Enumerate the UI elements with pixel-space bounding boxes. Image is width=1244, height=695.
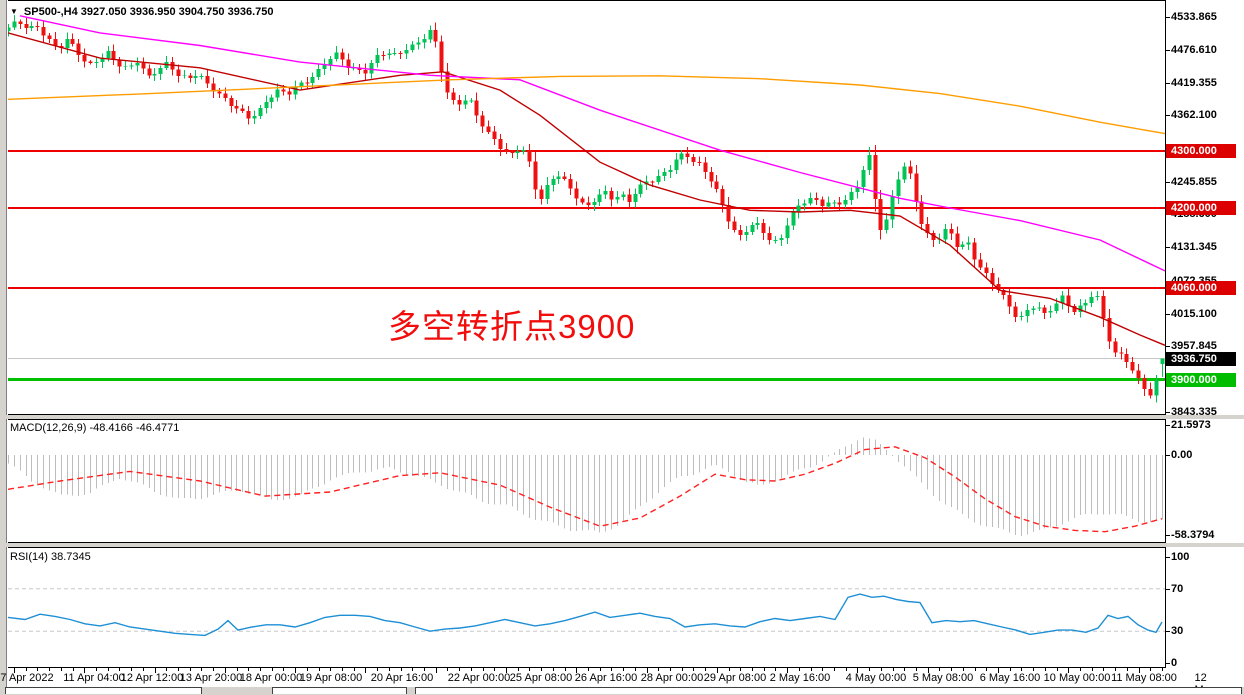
- price-axis-label: 4245.855: [1171, 176, 1217, 188]
- time-axis-label: 18 Apr 00:00: [239, 672, 303, 684]
- time-axis-label: 12 Apr 12:00: [120, 672, 184, 684]
- macd-axis-label: 0.00: [1171, 449, 1193, 461]
- window-left-edge: [0, 0, 7, 687]
- candlestick-series: [8, 15, 1165, 403]
- price-badge: 4300.000: [1166, 144, 1236, 158]
- time-axis-label: 7 Apr 2022: [0, 672, 54, 684]
- window-edge-segment: [415, 687, 1242, 694]
- chart-title: ▼ SP500-,H4 3927.050 3936.950 3904.750 3…: [10, 6, 273, 18]
- ma-slow-line: [8, 75, 1165, 135]
- price-axis-label: 4419.355: [1171, 77, 1217, 89]
- time-axis-label: 22 Apr 00:00: [447, 672, 511, 684]
- bottom-window-edge: [0, 687, 1244, 695]
- rsi-label: RSI(14) 38.7345: [10, 551, 91, 563]
- panel-splitter[interactable]: [0, 543, 1244, 547]
- time-axis-label: 10 May 00:00: [1043, 672, 1111, 684]
- ma-fast-line: [8, 32, 1165, 346]
- time-axis-label: 26 Apr 16:00: [574, 672, 638, 684]
- panel-splitter[interactable]: [0, 415, 1244, 419]
- macd-axis-label: -58.3794: [1171, 529, 1215, 541]
- price-axis-label: 4131.345: [1171, 241, 1217, 253]
- price-badge: 4200.000: [1166, 201, 1236, 215]
- panel-borders: [8, 0, 1166, 668]
- rsi-axis-label: 0: [1171, 657, 1178, 669]
- annotation-text[interactable]: 多空转折点3900: [388, 308, 636, 345]
- rsi-line: [8, 593, 1163, 637]
- time-axis-label: 11 May 08:00: [1111, 672, 1177, 684]
- ohlc-readout: SP500-,H4 3927.050 3936.950 3904.750 393…: [23, 6, 274, 18]
- window-edge-segment: [5, 687, 202, 694]
- time-axis-label: 2 May 16:00: [769, 672, 831, 684]
- rsi-axis-label: 30: [1171, 625, 1184, 637]
- time-axis-label: 5 May 08:00: [912, 672, 974, 684]
- price-axis-label: 4476.610: [1171, 44, 1217, 56]
- price-axis-label: 4015.100: [1171, 308, 1217, 320]
- time-axis-label: 19 Apr 08:00: [299, 672, 363, 684]
- time-axis-label: 20 Apr 16:00: [370, 672, 434, 684]
- price-axis-label: 4362.100: [1171, 109, 1217, 121]
- price-axis-label: 4533.865: [1171, 11, 1217, 23]
- rsi-axis-label: 100: [1171, 551, 1190, 563]
- macd-histogram: [8, 437, 1163, 536]
- time-axis-label: 25 Apr 08:00: [509, 672, 573, 684]
- time-axis-label: 29 Apr 08:00: [703, 672, 767, 684]
- time-axis-label: 4 May 00:00: [845, 672, 907, 684]
- window-edge-segment: [272, 687, 407, 694]
- macd-signal-line: [8, 446, 1163, 533]
- time-axis-label: 28 Apr 00:00: [640, 672, 704, 684]
- price-badge: 3936.750: [1166, 352, 1236, 366]
- price-axis-label: 3957.845: [1171, 340, 1217, 352]
- price-axis-label: 3843.335: [1171, 406, 1217, 418]
- macd-axis-label: 21.5973: [1171, 419, 1211, 431]
- price-badge: 4060.000: [1166, 281, 1236, 295]
- time-axis-label: 11 Apr 04:00: [63, 672, 125, 684]
- axis-ticks: [14, 17, 1170, 673]
- price-badge: 3900.000: [1166, 373, 1236, 387]
- rsi-axis-label: 70: [1171, 583, 1184, 595]
- symbol-dropdown-icon[interactable]: ▼: [10, 7, 18, 16]
- macd-label: MACD(12,26,9) -48.4166 -46.4771: [10, 422, 180, 434]
- ma-mid-line: [19, 15, 1165, 272]
- time-axis-label: 6 May 16:00: [979, 672, 1041, 684]
- time-axis-label: 13 Apr 20:00: [179, 672, 243, 684]
